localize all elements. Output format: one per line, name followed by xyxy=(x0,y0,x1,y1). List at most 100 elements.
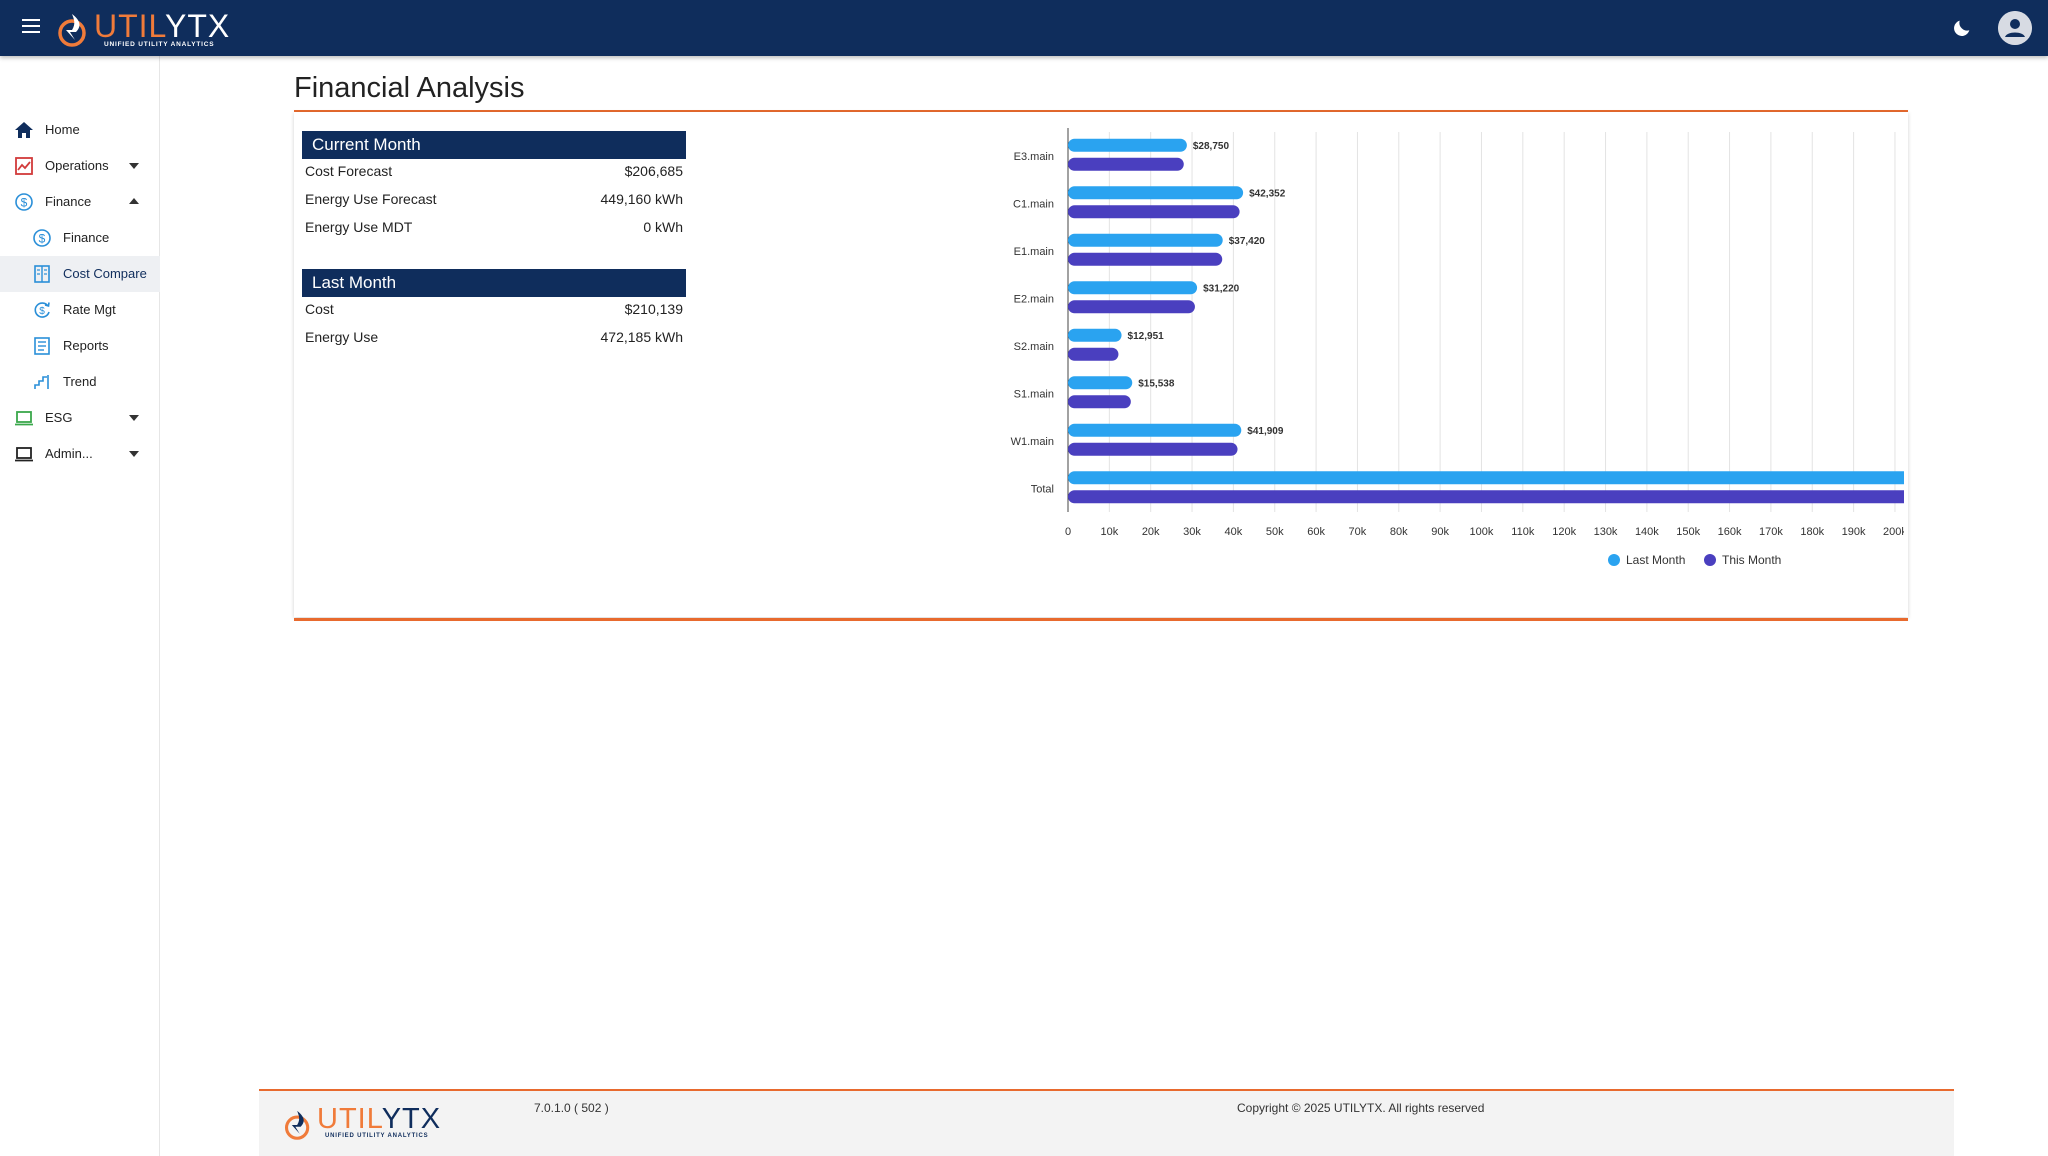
bar-last-month xyxy=(1068,471,1904,485)
bar-last-month xyxy=(1068,138,1187,152)
sidebar-item-finance-group[interactable]: $ Finance xyxy=(0,184,160,220)
bar-data-label: $15,538 xyxy=(1138,378,1175,389)
page-title: Financial Analysis xyxy=(294,72,525,104)
x-tick-label: 20k xyxy=(1142,526,1160,538)
bar-data-label: $37,420 xyxy=(1229,236,1266,247)
last-month-row: Cost $210,139 xyxy=(305,299,683,321)
sidebar-item-label: Cost Compare xyxy=(63,266,147,281)
dollar-circle-icon: $ xyxy=(33,229,51,247)
svg-text:$: $ xyxy=(39,232,46,246)
version-text: 7.0.1.0 ( 502 ) xyxy=(534,1101,609,1115)
y-category-label: E1.main xyxy=(1014,246,1054,258)
x-tick-label: 130k xyxy=(1594,526,1618,538)
y-category-label: C1.main xyxy=(1013,198,1054,210)
sidebar-item-operations[interactable]: Operations xyxy=(0,148,160,184)
financial-analysis-panel: Current Month Cost Forecast $206,685 Ene… xyxy=(294,112,1908,617)
report-icon xyxy=(34,337,50,355)
y-category-label: E2.main xyxy=(1014,293,1054,305)
row-value: 472,185 kWh xyxy=(600,329,684,345)
legend-swatch xyxy=(1608,554,1620,566)
laptop-icon xyxy=(15,411,33,426)
sidebar-item-label: Admin... xyxy=(45,446,93,461)
svg-text:$: $ xyxy=(39,306,45,317)
top-app-bar: UTILYTX UNIFIED UTILITY ANALYTICS xyxy=(0,0,2048,56)
sidebar-item-label: Reports xyxy=(63,338,109,353)
footer-tagline: UNIFIED UTILITY ANALYTICS xyxy=(325,1133,429,1139)
row-label: Cost Forecast xyxy=(305,163,393,179)
x-tick-label: 120k xyxy=(1552,526,1576,538)
bar-last-month xyxy=(1068,423,1242,437)
footer-logo: UTILYTX UNIFIED UTILITY ANALYTICS xyxy=(283,1103,453,1143)
x-tick-label: 10k xyxy=(1100,526,1118,538)
current-month-row: Cost Forecast $206,685 xyxy=(305,161,683,183)
bar-this-month xyxy=(1068,347,1119,361)
sidebar-item-cost-compare[interactable]: Cost Compare xyxy=(0,256,160,292)
svg-text:$: $ xyxy=(21,196,28,210)
logo-mark-icon xyxy=(284,1110,310,1140)
sidebar-item-label: Operations xyxy=(45,158,109,173)
sidebar-item-home[interactable]: Home xyxy=(0,112,160,148)
bar-data-label: $41,909 xyxy=(1247,426,1284,437)
bar-data-label: $28,750 xyxy=(1193,141,1230,152)
bar-this-month xyxy=(1068,252,1223,266)
bar-this-month xyxy=(1068,490,1904,504)
book-icon xyxy=(34,265,50,283)
x-tick-label: 70k xyxy=(1349,526,1367,538)
cost-compare-chart: 0 10k 20k 30k 40k 50k 60k 70k 80k 90k 100k 110k 120k… xyxy=(1011,128,1904,567)
x-tick-label: 100k xyxy=(1470,526,1494,538)
bar-data-label: $12,951 xyxy=(1128,331,1165,342)
current-month-row: Energy Use MDT 0 kWh xyxy=(305,217,683,239)
sidebar-item-reports[interactable]: Reports xyxy=(0,328,160,364)
hamburger-icon[interactable] xyxy=(22,19,40,35)
current-month-heading: Current Month xyxy=(302,131,686,159)
sidebar-item-admin[interactable]: Admin... xyxy=(0,436,160,472)
logo-tagline: UNIFIED UTILITY ANALYTICS xyxy=(104,41,215,48)
bar-data-label: $42,352 xyxy=(1249,188,1286,199)
x-tick-label: 0 xyxy=(1065,526,1071,538)
chevron-up-icon xyxy=(129,198,139,204)
bar-last-month xyxy=(1068,233,1223,247)
chevron-down-icon xyxy=(129,163,139,169)
legend-label: Last Month xyxy=(1626,553,1685,567)
row-label: Energy Use Forecast xyxy=(305,191,437,207)
sidebar-item-label: ESG xyxy=(45,410,73,425)
sidebar-item-label: Home xyxy=(45,122,80,137)
home-icon xyxy=(15,122,33,138)
bar-this-month xyxy=(1068,300,1195,314)
x-tick-label: 140k xyxy=(1635,526,1659,538)
x-tick-label: 30k xyxy=(1183,526,1201,538)
trend-icon xyxy=(34,375,49,389)
x-tick-label: 90k xyxy=(1431,526,1449,538)
account-icon[interactable] xyxy=(1998,11,2032,45)
legend-swatch xyxy=(1704,554,1716,566)
bar-last-month xyxy=(1068,328,1122,342)
bar-last-month xyxy=(1068,281,1198,295)
bar-this-month xyxy=(1068,157,1184,171)
y-category-label: S2.main xyxy=(1014,341,1054,353)
sidebar-item-label: Finance xyxy=(63,230,110,245)
last-month-heading: Last Month xyxy=(302,269,686,297)
laptop-icon xyxy=(15,447,33,462)
sidebar-item-esg[interactable]: ESG xyxy=(0,400,160,436)
footer-wordmark: UTILYTX xyxy=(317,1103,442,1135)
x-tick-label: 180k xyxy=(1800,526,1824,538)
x-tick-label: 190k xyxy=(1842,526,1866,538)
sidebar-item-finance[interactable]: $ Finance xyxy=(0,220,160,256)
x-tick-label: 60k xyxy=(1307,526,1325,538)
x-tick-label: 110k xyxy=(1511,526,1535,538)
y-category-label: Total xyxy=(1031,483,1054,495)
title-divider xyxy=(294,110,1908,112)
y-category-label: E3.main xyxy=(1014,151,1054,163)
sidebar-item-trend[interactable]: Trend xyxy=(0,364,160,400)
row-label: Energy Use MDT xyxy=(305,219,413,235)
y-category-label: W1.main xyxy=(1011,436,1054,448)
logo-mark-icon xyxy=(58,14,86,47)
row-label: Cost xyxy=(305,301,334,317)
row-value: 449,160 kWh xyxy=(600,191,684,207)
x-tick-label: 170k xyxy=(1759,526,1783,538)
row-value: 0 kWh xyxy=(643,219,683,235)
moon-icon[interactable] xyxy=(1951,17,1973,39)
bar-this-month xyxy=(1068,395,1131,409)
sidebar-item-rate-mgt[interactable]: $ Rate Mgt xyxy=(0,292,160,328)
bar-this-month xyxy=(1068,205,1240,219)
